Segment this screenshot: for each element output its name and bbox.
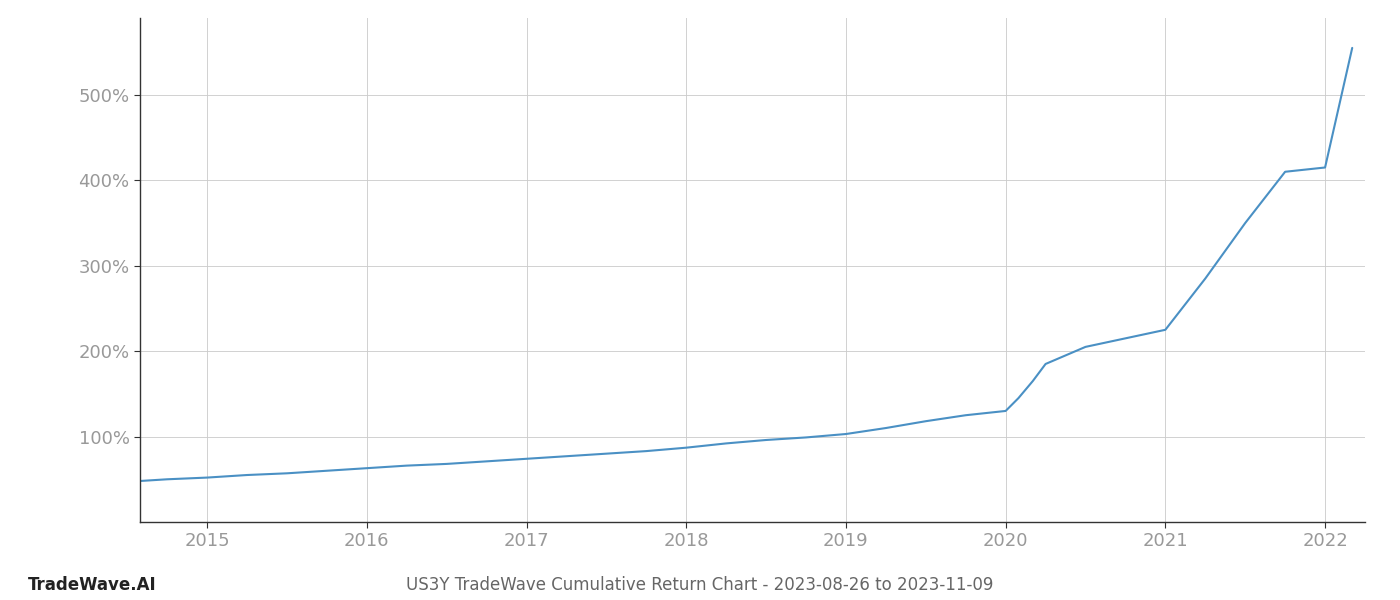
Text: US3Y TradeWave Cumulative Return Chart - 2023-08-26 to 2023-11-09: US3Y TradeWave Cumulative Return Chart -… <box>406 576 994 594</box>
Text: TradeWave.AI: TradeWave.AI <box>28 576 157 594</box>
